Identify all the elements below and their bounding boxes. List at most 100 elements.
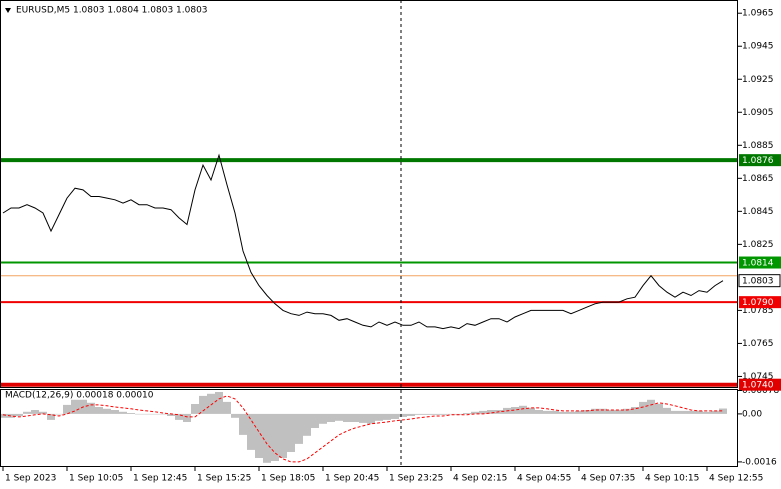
histogram-bar [407, 413, 415, 416]
x-tick-label: 1 Sep 15:25 [197, 474, 251, 484]
y-tick-label: 1.0765 [742, 339, 774, 349]
chart-title: EURUSD,M5 1.0803 1.0804 1.0803 1.0803 [16, 6, 208, 16]
histogram-bar [367, 413, 375, 424]
histogram-bar [15, 413, 23, 416]
x-tick-label: 1 Sep 12:45 [133, 474, 187, 484]
signal-line [2, 395, 723, 463]
y-tick-label: 1.0865 [742, 174, 774, 184]
histogram-bar [63, 404, 71, 414]
x-tick-label: 4 Sep 04:55 [517, 474, 571, 484]
histogram-bar [247, 413, 255, 450]
histogram-bar [103, 408, 111, 414]
level-label-box [739, 296, 781, 309]
histogram-bar [527, 407, 535, 414]
histogram-bar [335, 413, 343, 421]
histogram-bar [47, 413, 55, 420]
histogram-bar [303, 413, 311, 436]
histogram-bar [159, 413, 167, 415]
level-label-box [739, 154, 781, 167]
histogram-bar [623, 408, 631, 414]
histogram-bar [279, 413, 287, 458]
x-tick-label: 4 Sep 07:35 [581, 474, 635, 484]
histogram-bar [143, 413, 151, 415]
histogram-bar [167, 413, 175, 416]
histogram-bar [175, 413, 183, 420]
level-label-box [739, 256, 781, 269]
histogram-bar [591, 408, 599, 414]
histogram-bar [639, 401, 647, 414]
x-tick-label: 1 Sep 10:05 [69, 474, 123, 484]
y-tick-label: 1.0845 [742, 207, 774, 217]
histogram-bar [135, 413, 143, 415]
histogram-bar [599, 408, 607, 414]
histogram-bar [679, 410, 687, 414]
histogram-bar [0, 413, 7, 418]
histogram-bar [551, 410, 559, 414]
histogram-bar [319, 413, 327, 424]
level-label: 1.0814 [742, 259, 774, 269]
histogram-bar [487, 410, 495, 414]
histogram-bar [295, 413, 303, 444]
x-tick-label: 1 Sep 23:25 [389, 474, 443, 484]
histogram-bar [543, 410, 551, 414]
histogram-bar [583, 410, 591, 414]
histogram-bar [631, 407, 639, 414]
histogram-bar [55, 413, 63, 415]
histogram-bar [87, 402, 95, 414]
histogram-bar [391, 413, 399, 419]
histogram-bar [95, 407, 103, 414]
histogram-bar [311, 413, 319, 428]
histogram-bar [71, 399, 79, 414]
histogram-bar [151, 413, 159, 415]
histogram-bar [415, 413, 423, 415]
histogram-bar [719, 408, 727, 414]
panel-frame [0, 0, 738, 388]
y-tick-label: 1.0885 [742, 141, 774, 151]
y-tick-label: 1.0825 [742, 240, 774, 250]
histogram-bar [207, 393, 215, 414]
y-tick-label: 1.0905 [742, 108, 774, 118]
histogram-bar [215, 392, 223, 414]
macd-title: MACD(12,26,9) 0.00018 0.00010 [5, 391, 154, 401]
y-tick-label: 1.0965 [742, 9, 774, 19]
histogram-bar [351, 413, 359, 422]
histogram-bar [431, 413, 439, 415]
histogram-bar [647, 399, 655, 414]
x-tick-label: 4 Sep 12:55 [709, 474, 763, 484]
histogram-bar [119, 411, 127, 414]
panel-frame [0, 389, 738, 467]
level-label: 1.0790 [742, 298, 774, 308]
y-tick-label: 1.0785 [742, 306, 774, 316]
histogram-bar [567, 411, 575, 414]
histogram-bar [535, 410, 543, 414]
histogram-bar [271, 413, 279, 461]
histogram-bar [127, 413, 135, 414]
histogram-bar [519, 405, 527, 414]
histogram-bar [191, 404, 199, 414]
histogram-bar [471, 411, 479, 414]
histogram-bar [439, 413, 447, 415]
histogram-bar [615, 410, 623, 414]
y-tick-label: 1.0925 [742, 75, 774, 85]
histogram-bar [31, 410, 39, 414]
x-tick-label: 1 Sep 20:45 [325, 474, 379, 484]
histogram-bar [423, 413, 431, 415]
histogram-bar [703, 411, 711, 414]
histogram-bar [183, 413, 191, 422]
histogram-bar [287, 413, 295, 452]
y-tick-label: 0.00 [742, 409, 762, 419]
histogram-bar [263, 413, 271, 463]
histogram-bar [231, 413, 239, 418]
histogram-bar [671, 410, 679, 414]
y-tick-label: 1.0945 [742, 42, 774, 52]
current-price-label: 1.0803 [742, 277, 774, 287]
x-tick-label: 4 Sep 02:15 [453, 474, 507, 484]
histogram-bar [111, 410, 119, 414]
histogram-bar [655, 404, 663, 414]
x-tick-label: 1 Sep 18:05 [261, 474, 315, 484]
histogram-bar [447, 413, 455, 415]
level-label: 1.0876 [742, 156, 774, 166]
histogram-bar [7, 413, 15, 418]
histogram-bar [479, 410, 487, 414]
